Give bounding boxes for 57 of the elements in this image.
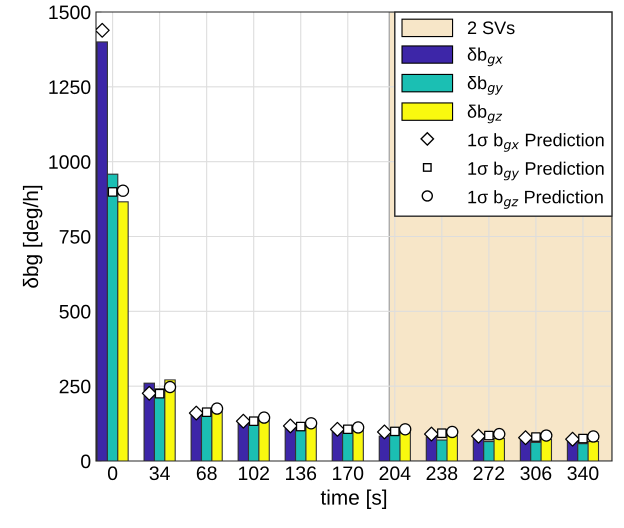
point xyxy=(565,432,580,447)
y-axis-title: δbg [deg/h] xyxy=(22,186,42,288)
point xyxy=(578,434,588,444)
point xyxy=(236,414,251,429)
y-tick-label: 750 xyxy=(60,230,90,244)
x-tick-label: 272 xyxy=(474,466,504,480)
y-tick-label: 1250 xyxy=(49,80,90,94)
point xyxy=(399,423,412,436)
point xyxy=(342,424,353,434)
point xyxy=(210,402,224,415)
x-tick-label: 170 xyxy=(333,466,364,480)
y-tick-label: 1500 xyxy=(49,5,90,20)
x-tick-label: 102 xyxy=(238,466,269,480)
y-tick-label: 500 xyxy=(59,304,90,319)
point xyxy=(390,426,400,436)
point xyxy=(296,422,306,432)
legend-label: δb$_{gy}$ xyxy=(468,76,503,95)
point xyxy=(258,411,270,424)
x-tick-label: 34 xyxy=(150,466,170,480)
point xyxy=(304,417,318,430)
x-tick-label: 340 xyxy=(567,466,598,480)
point xyxy=(282,418,298,434)
legend-label: 1σ b$_{gy}$ Prediction xyxy=(468,162,604,180)
legend-label: δb$_{gz}$ xyxy=(468,104,502,124)
x-tick-label: 306 xyxy=(520,466,552,480)
point xyxy=(154,388,164,398)
x-tick-label: 0 xyxy=(108,466,118,480)
point xyxy=(540,429,552,442)
x-tick-label: 238 xyxy=(426,466,458,480)
y-tick-label: 250 xyxy=(60,380,90,394)
point xyxy=(471,428,486,444)
x-tick-label: 68 xyxy=(196,466,217,480)
point xyxy=(587,430,600,443)
point xyxy=(531,432,541,442)
y-tick-label: 1000 xyxy=(49,155,90,169)
point xyxy=(142,386,157,401)
point xyxy=(484,430,494,440)
point xyxy=(330,422,345,437)
point xyxy=(424,426,439,442)
point xyxy=(202,407,212,417)
x-tick-label: 204 xyxy=(380,466,410,480)
point xyxy=(352,421,364,434)
point xyxy=(248,416,258,426)
point xyxy=(518,430,534,446)
point xyxy=(108,187,118,197)
point xyxy=(446,426,458,438)
legend-label: 1σ b$_{gz}$ Prediction xyxy=(468,190,603,209)
point xyxy=(437,428,447,438)
point xyxy=(493,428,506,440)
legend-label: δb$_{gx}$ xyxy=(468,48,503,66)
x-axis-title: time [s] xyxy=(320,490,386,509)
y-tick-label: 0 xyxy=(81,454,90,468)
point xyxy=(164,380,176,394)
point xyxy=(188,406,204,421)
x-tick-label: 136 xyxy=(286,466,316,480)
band-label: 2 SVs xyxy=(468,21,515,34)
legend-label: 1σ b$_{gx}$ Prediction xyxy=(468,133,604,152)
